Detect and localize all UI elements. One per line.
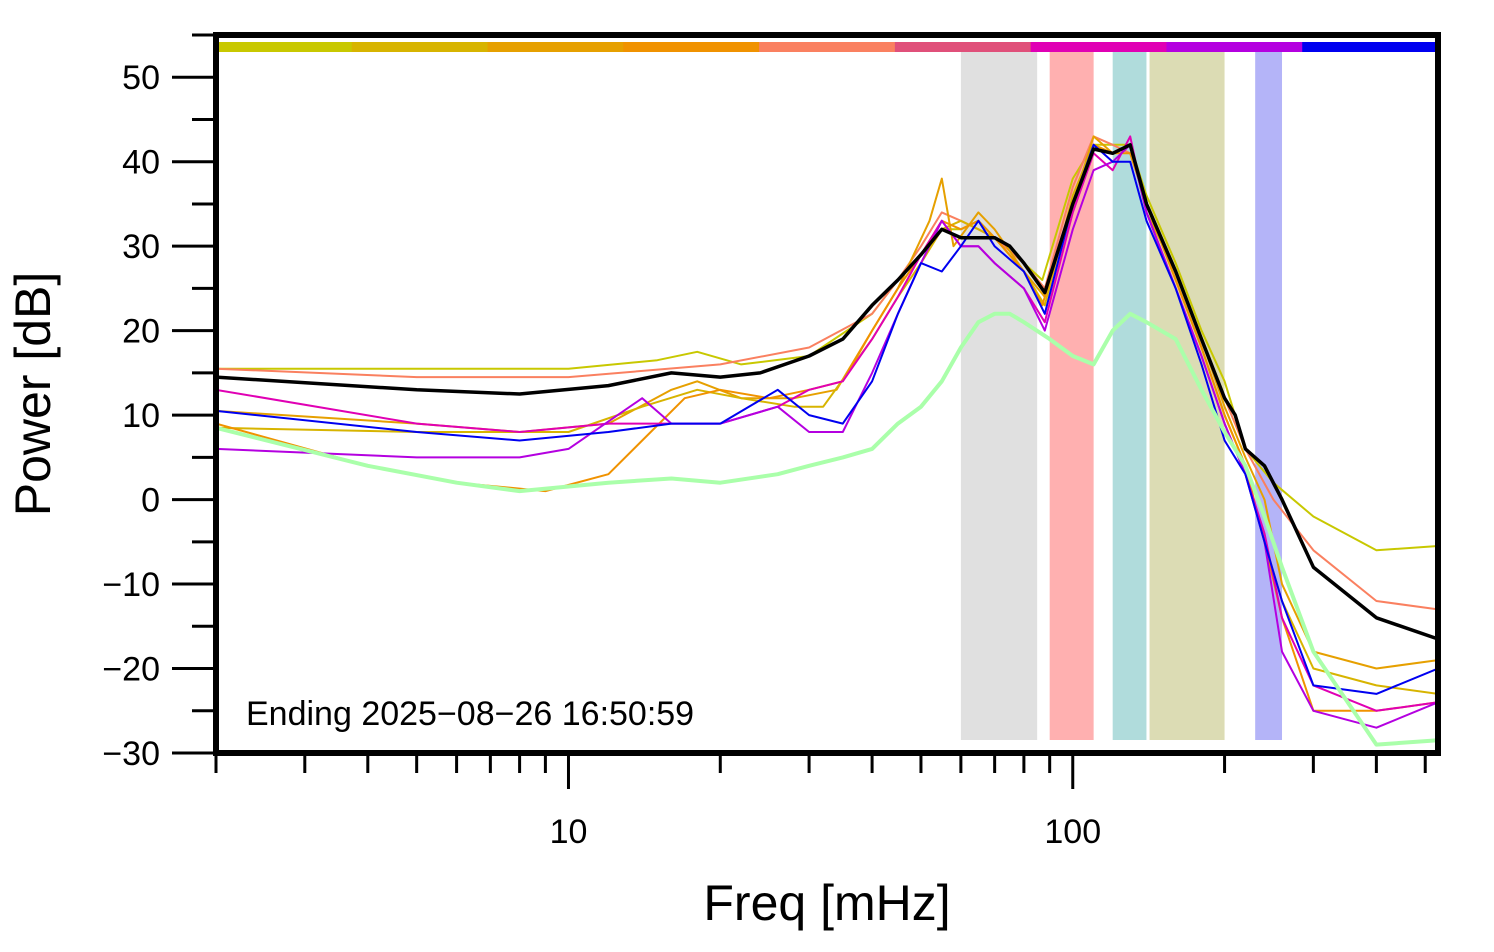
plot-frame xyxy=(213,32,1441,756)
spectrum-line-8 xyxy=(216,143,1438,695)
spectrum-line-9 xyxy=(216,143,1438,641)
y-tick-label: 40 xyxy=(122,144,160,182)
spectrum-line-10 xyxy=(216,311,1438,747)
spectrum-line-5 xyxy=(216,143,1438,712)
y-tick-label: 30 xyxy=(122,228,160,266)
y-tick-label: −10 xyxy=(102,566,160,604)
y-tick-label: 0 xyxy=(141,482,160,520)
x-tick-label: 10 xyxy=(550,813,588,851)
color-bar-segment-4 xyxy=(623,42,760,52)
y-tick-label: 20 xyxy=(122,313,160,351)
top-color-bar xyxy=(216,42,1439,52)
annotation-text: Ending 2025−08−26 16:50:59 xyxy=(246,695,694,733)
y-axis: 50 40 30 20 10 0 −10 −20 −30 xyxy=(102,33,216,773)
y-tick-label: −20 xyxy=(102,651,160,689)
x-axis: 10 100 xyxy=(214,753,1427,851)
color-bar-segment-8 xyxy=(1166,42,1303,52)
spectrum-line-7 xyxy=(216,143,1438,729)
frequency-band-5 xyxy=(1255,52,1283,740)
color-bar-segment-9 xyxy=(1302,42,1439,52)
color-bar-segment-3 xyxy=(487,42,624,52)
spectrum-line-2 xyxy=(216,135,1438,611)
frequency-band-3 xyxy=(1112,52,1147,740)
color-bar-segment-5 xyxy=(759,42,896,52)
frequency-band-4 xyxy=(1149,52,1225,740)
color-bar-segment-1 xyxy=(216,42,353,52)
y-axis-title: Power [dB] xyxy=(5,272,61,517)
color-bar-segment-2 xyxy=(351,42,489,52)
y-tick-label: 50 xyxy=(122,59,160,97)
color-bar-segment-7 xyxy=(1030,42,1167,52)
x-tick-label: 100 xyxy=(1044,813,1101,851)
y-tick-label: −30 xyxy=(102,735,160,773)
frequency-band-1 xyxy=(960,52,1038,740)
spectrum-lines xyxy=(216,135,1438,747)
x-axis-title: Freq [mHz] xyxy=(703,875,950,931)
spectrum-line-3 xyxy=(216,135,1438,670)
y-tick-label: 10 xyxy=(122,397,160,435)
color-bar-segment-6 xyxy=(894,42,1032,52)
spectrum-line-6 xyxy=(216,135,1438,712)
